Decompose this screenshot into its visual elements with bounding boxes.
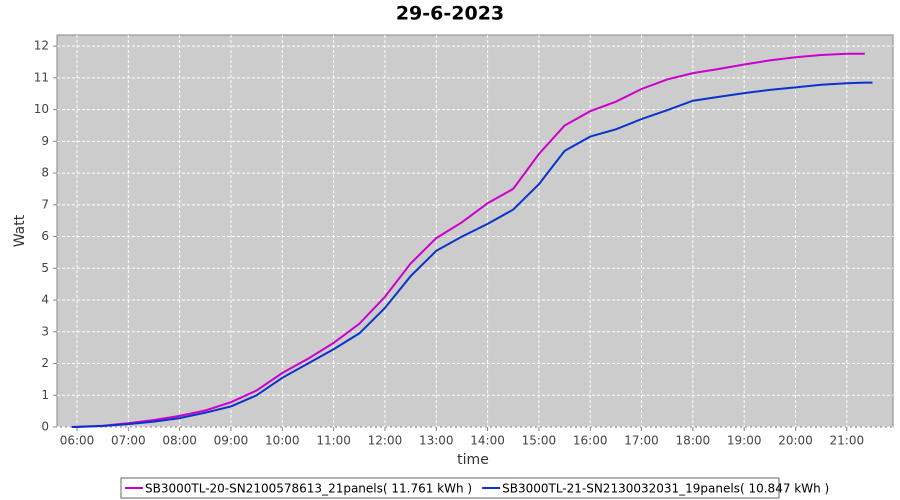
x-tick-label: 19:00 (727, 434, 762, 448)
x-tick-label: 21:00 (830, 434, 865, 448)
y-tick-label: 8 (41, 166, 49, 180)
y-tick-label: 3 (41, 324, 49, 338)
x-tick-label: 08:00 (162, 434, 197, 448)
y-tick-label: 4 (41, 293, 49, 307)
y-tick-label: 12 (34, 39, 49, 53)
x-tick-label: 16:00 (573, 434, 608, 448)
x-tick-label: 17:00 (624, 434, 659, 448)
x-tick-label: 09:00 (214, 434, 249, 448)
x-tick-label: 12:00 (368, 434, 403, 448)
y-tick-label: 2 (41, 356, 49, 370)
x-tick-label: 20:00 (778, 434, 813, 448)
legend (120, 477, 780, 499)
y-tick-label: 6 (41, 229, 49, 243)
y-tick-label: 10 (34, 102, 49, 116)
y-tick-label: 9 (41, 134, 49, 148)
x-tick-label: 06:00 (60, 434, 95, 448)
series-line (71, 52, 865, 428)
x-tick-label: 11:00 (316, 434, 351, 448)
legend-label: SB3000TL-20-SN2100578613_21panels( 11.76… (145, 482, 472, 496)
y-axis-label: Watt (12, 214, 28, 247)
y-tick-label: 1 (41, 388, 49, 402)
y-tick-label: 7 (41, 197, 49, 211)
x-tick-label: 10:00 (265, 434, 300, 448)
y-tick-label: 5 (41, 261, 49, 275)
x-tick-label: 14:00 (470, 434, 505, 448)
x-tick-label: 15:00 (522, 434, 557, 448)
legend-label: SB3000TL-21-SN2130032031_19panels( 10.84… (502, 482, 829, 496)
series-line (71, 81, 873, 428)
x-axis-label: time (457, 452, 489, 468)
y-tick-label: 11 (34, 70, 49, 84)
chart-title: 29-6-2023 (396, 3, 504, 25)
y-tick-label: 0 (41, 420, 49, 434)
x-tick-label: 18:00 (676, 434, 711, 448)
x-tick-label: 07:00 (111, 434, 146, 448)
x-tick-label: 13:00 (419, 434, 454, 448)
